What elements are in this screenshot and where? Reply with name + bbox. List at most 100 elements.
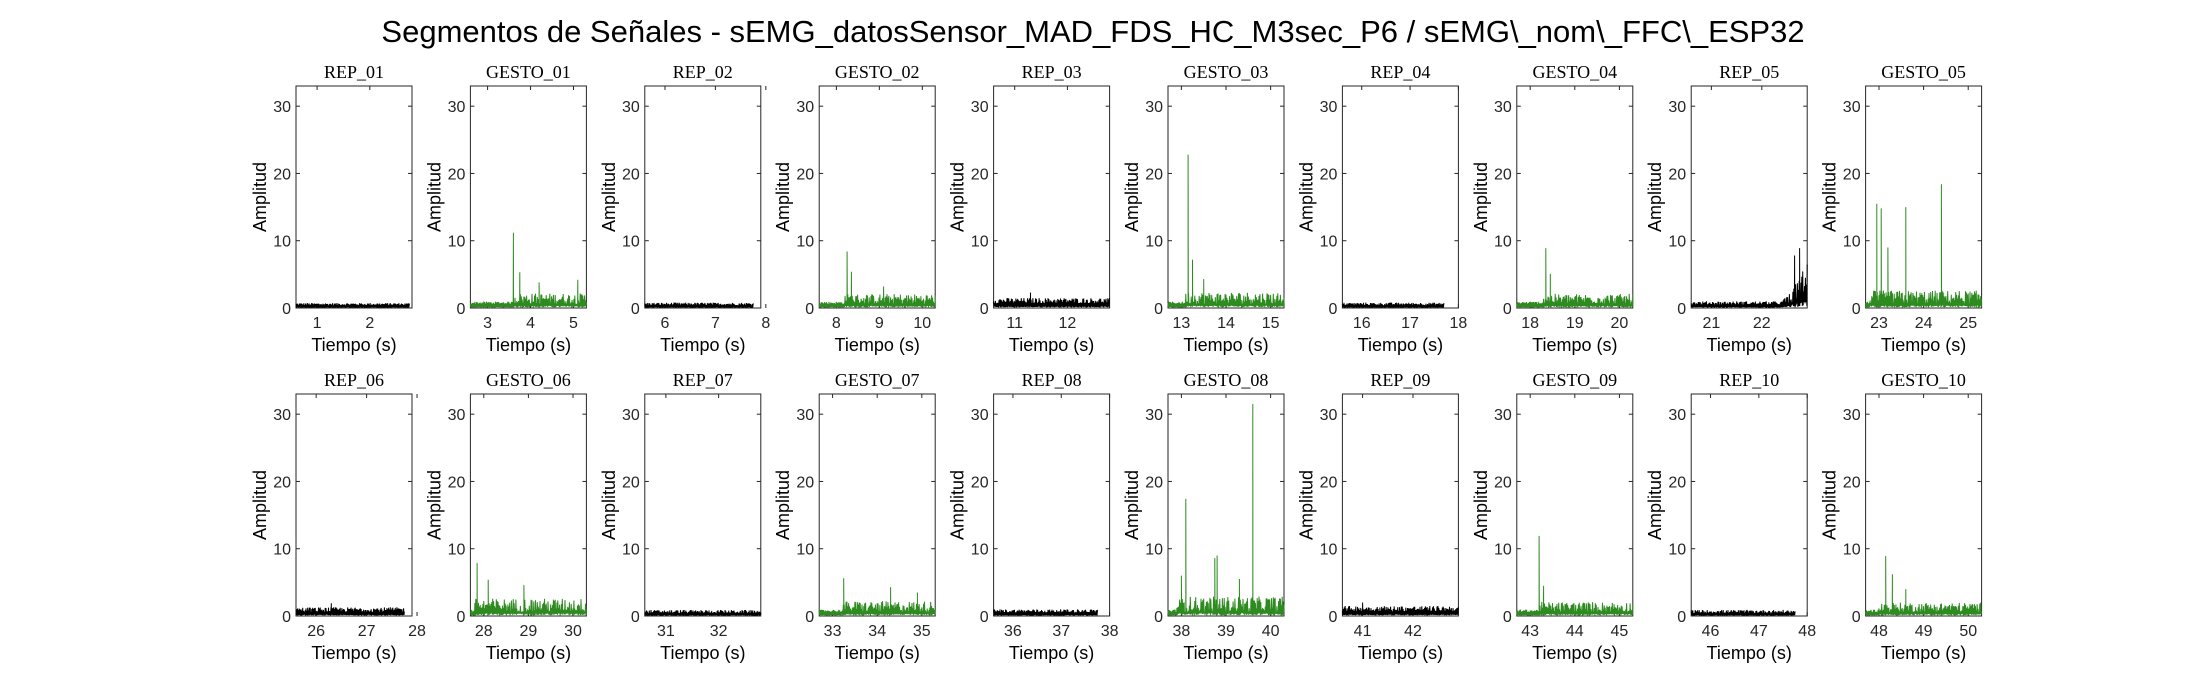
y-tick-label: 0 — [1503, 609, 1512, 626]
y-tick-label: 20 — [1494, 474, 1512, 491]
plot-area — [295, 393, 413, 617]
signal-line-rep — [644, 609, 762, 616]
x-tick-label: 16 — [1353, 315, 1371, 332]
y-axis-label: Amplitud — [1296, 470, 1316, 540]
y-tick-label: 0 — [456, 609, 465, 626]
subplot-rep-07: REP_07 0 10 20 30 31 32 Tiempo (s) Amplitud — [599, 370, 762, 663]
y-tick-label: 10 — [273, 542, 291, 559]
y-tick-label: 30 — [1494, 407, 1512, 424]
y-axis-label: Amplitud — [250, 470, 270, 540]
x-tick-label: 18 — [1450, 315, 1468, 332]
signal-line-gesto — [1865, 556, 1983, 616]
y-tick-label: 30 — [448, 407, 466, 424]
subplot-title: GESTO_02 — [835, 62, 920, 82]
plot-area — [1690, 85, 1808, 309]
x-tick-label: 45 — [1611, 623, 1629, 640]
subplot-gesto-07: GESTO_07 0 10 20 30 33 34 35 Tiempo (s) Amplitud — [773, 370, 936, 663]
subplot-rep-04: REP_04 0 10 20 30 16 17 18 Tiempo (s) Amplitud — [1296, 62, 1467, 355]
subplot-title: REP_07 — [673, 370, 733, 390]
y-tick-label: 0 — [631, 609, 640, 626]
x-tick-label: 3 — [483, 315, 492, 332]
y-tick-label: 30 — [1668, 99, 1686, 116]
y-tick-label: 20 — [796, 166, 814, 183]
subplot-title: GESTO_05 — [1881, 62, 1966, 82]
y-tick-label: 10 — [1145, 542, 1163, 559]
x-tick-label: 5 — [569, 315, 578, 332]
x-tick-label: 2 — [365, 315, 374, 332]
x-tick-label: 12 — [1059, 315, 1077, 332]
y-tick-label: 10 — [1494, 542, 1512, 559]
y-tick-label: 20 — [796, 474, 814, 491]
y-axis-label: Amplitud — [424, 470, 444, 540]
x-tick-label: 8 — [761, 315, 770, 332]
x-tick-label: 43 — [1521, 623, 1539, 640]
x-tick-label: 4 — [526, 315, 535, 332]
y-tick-label: 0 — [282, 301, 291, 318]
y-axis-label: Amplitud — [1122, 470, 1142, 540]
subplot-title: GESTO_04 — [1532, 62, 1617, 82]
subplot-gesto-06: GESTO_06 0 10 20 30 28 29 30 Tiempo (s) Amplitud — [424, 370, 587, 663]
subplot-title: REP_01 — [324, 62, 384, 82]
x-tick-label: 48 — [1798, 623, 1816, 640]
x-tick-label: 27 — [358, 623, 376, 640]
y-tick-label: 0 — [1154, 301, 1163, 318]
subplot-gesto-05: GESTO_05 0 10 20 30 23 24 25 Tiempo (s) Amplitud — [1820, 62, 1983, 355]
x-axis-label: Tiempo (s) — [311, 335, 396, 355]
y-tick-label: 30 — [971, 407, 989, 424]
y-tick-label: 10 — [273, 234, 291, 251]
signal-line-gesto — [1516, 248, 1634, 308]
y-tick-label: 30 — [1145, 99, 1163, 116]
x-tick-label: 21 — [1702, 315, 1720, 332]
y-tick-label: 10 — [622, 542, 640, 559]
y-axis-label: Amplitud — [948, 162, 968, 232]
y-axis-label: Amplitud — [599, 162, 619, 232]
x-tick-label: 10 — [913, 315, 931, 332]
y-tick-label: 10 — [1320, 542, 1338, 559]
x-axis-label: Tiempo (s) — [486, 643, 571, 663]
y-tick-label: 30 — [796, 99, 814, 116]
subplot-gesto-03: GESTO_03 0 10 20 30 13 14 15 Tiempo (s) Amplitud — [1122, 62, 1285, 355]
y-tick-label: 0 — [1503, 301, 1512, 318]
y-tick-label: 10 — [448, 234, 466, 251]
plot-area — [644, 393, 762, 617]
x-tick-label: 18 — [1521, 315, 1539, 332]
x-tick-label: 38 — [1101, 623, 1119, 640]
y-tick-label: 20 — [971, 166, 989, 183]
y-tick-label: 10 — [971, 542, 989, 559]
y-axis-label: Amplitud — [1471, 162, 1491, 232]
y-tick-label: 20 — [1320, 474, 1338, 491]
y-tick-label: 20 — [622, 166, 640, 183]
plot-area — [644, 85, 762, 309]
y-axis-label: Amplitud — [599, 470, 619, 540]
plot-area — [818, 85, 936, 309]
subplot-title: REP_06 — [324, 370, 384, 390]
plot-area — [295, 85, 413, 309]
y-tick-label: 30 — [1145, 407, 1163, 424]
y-tick-label: 30 — [971, 99, 989, 116]
x-axis-label: Tiempo (s) — [1009, 335, 1094, 355]
subplot-title: REP_10 — [1719, 370, 1779, 390]
y-axis-label: Amplitud — [1820, 162, 1840, 232]
x-tick-label: 44 — [1566, 623, 1584, 640]
subplot-title: REP_04 — [1370, 62, 1430, 82]
plot-area — [1865, 85, 1983, 309]
y-tick-label: 30 — [1320, 99, 1338, 116]
x-axis-label: Tiempo (s) — [1183, 643, 1268, 663]
y-tick-label: 20 — [971, 474, 989, 491]
y-tick-label: 0 — [1677, 301, 1686, 318]
y-tick-label: 30 — [622, 407, 640, 424]
y-axis-label: Amplitud — [1296, 162, 1316, 232]
x-tick-label: 42 — [1404, 623, 1422, 640]
signal-line-gesto — [1516, 535, 1634, 617]
signal-line-gesto — [469, 232, 587, 309]
y-tick-label: 0 — [1328, 609, 1337, 626]
y-tick-label: 20 — [273, 474, 291, 491]
subplot-rep-08: REP_08 0 10 20 30 36 37 38 Tiempo (s) Amplitud — [948, 370, 1119, 663]
plot-area — [1865, 393, 1983, 617]
x-tick-label: 9 — [875, 315, 884, 332]
signal-line-rep — [1690, 248, 1808, 308]
x-tick-label: 29 — [520, 623, 538, 640]
x-axis-label: Tiempo (s) — [311, 643, 396, 663]
y-tick-label: 10 — [1494, 234, 1512, 251]
subplot-title: GESTO_09 — [1532, 370, 1617, 390]
